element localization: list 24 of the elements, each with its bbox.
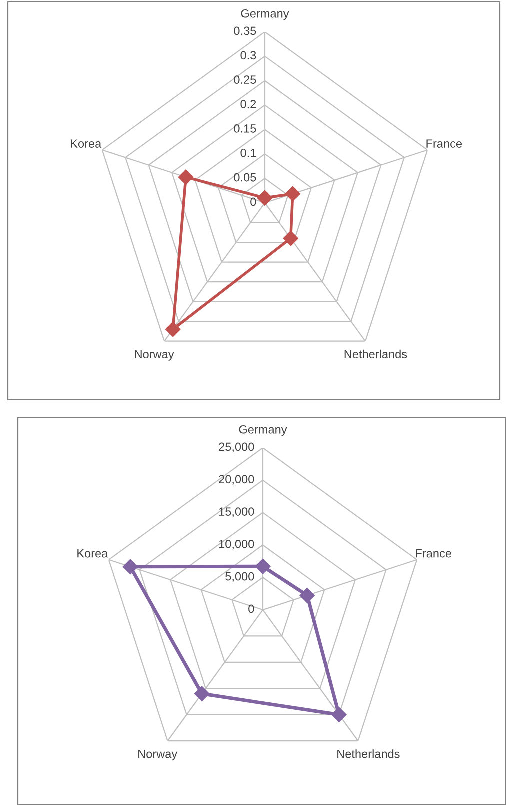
spoke-label: Norway bbox=[135, 350, 174, 361]
y-tick-label: 10,000 bbox=[219, 540, 254, 550]
y-tick-label: 5,000 bbox=[226, 572, 254, 582]
spoke-label: Korea bbox=[71, 140, 102, 148]
spoke-label: Norway bbox=[138, 750, 178, 761]
spoke-label: France bbox=[416, 550, 452, 558]
y-tick-label: 0.25 bbox=[234, 76, 256, 84]
y-tick-label: 0.05 bbox=[234, 173, 256, 182]
y-tick-label: 15,000 bbox=[219, 508, 254, 518]
spoke-label: Korea bbox=[78, 550, 108, 558]
y-tick-label: 0.1 bbox=[240, 148, 256, 158]
y-tick-label: 0.3 bbox=[240, 51, 256, 60]
y-tick-label: 0 bbox=[248, 604, 254, 614]
y-tick-label: 20,000 bbox=[219, 475, 254, 485]
spoke-label: Netherlands bbox=[344, 350, 408, 359]
y-tick-label: 0.15 bbox=[234, 124, 256, 133]
y-tick-label: 25,000 bbox=[219, 442, 254, 453]
spoke-label: Netherlands bbox=[338, 750, 400, 758]
spoke-label: Germany bbox=[241, 9, 290, 20]
spoke-label: France bbox=[426, 140, 462, 148]
y-tick-label: 0.2 bbox=[240, 100, 256, 108]
spoke-label: Germany bbox=[239, 425, 288, 436]
y-tick-label: 0 bbox=[250, 198, 256, 206]
y-tick-label: 0.35 bbox=[234, 26, 256, 36]
